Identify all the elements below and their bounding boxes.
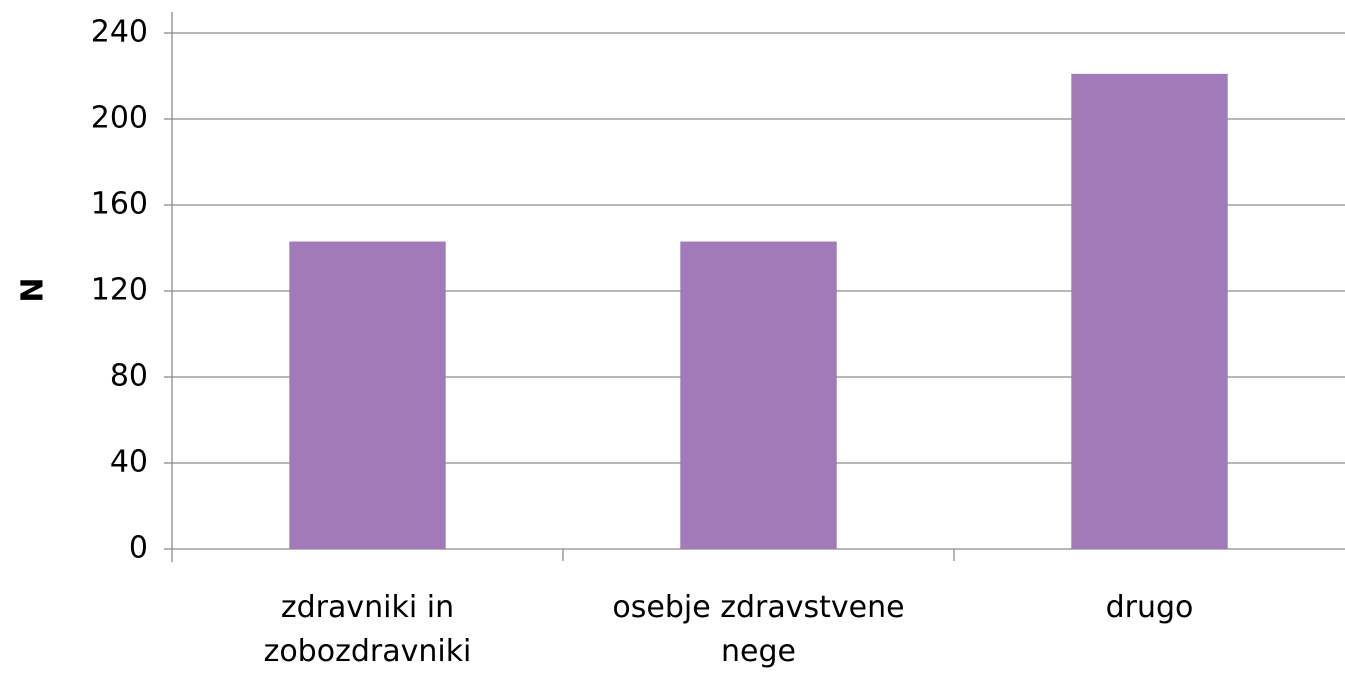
y-axis-label: N <box>16 277 51 302</box>
y-tick-label: 200 <box>91 101 148 136</box>
x-tick-label: drugo <box>1105 590 1194 625</box>
bar <box>1071 73 1228 549</box>
x-tick-label: osebje zdravstvene nege <box>612 590 905 669</box>
y-tick-label: 0 <box>129 531 148 566</box>
bar <box>680 241 837 550</box>
y-tick-label: 120 <box>91 273 148 308</box>
y-tick-label: 240 <box>91 15 148 50</box>
bar <box>289 241 446 550</box>
y-tick-label: 80 <box>110 359 148 394</box>
x-tick-label: zdravniki in zobozdravniki <box>263 590 472 669</box>
y-tick-label: 160 <box>91 187 148 222</box>
y-tick-label: 40 <box>110 445 148 480</box>
